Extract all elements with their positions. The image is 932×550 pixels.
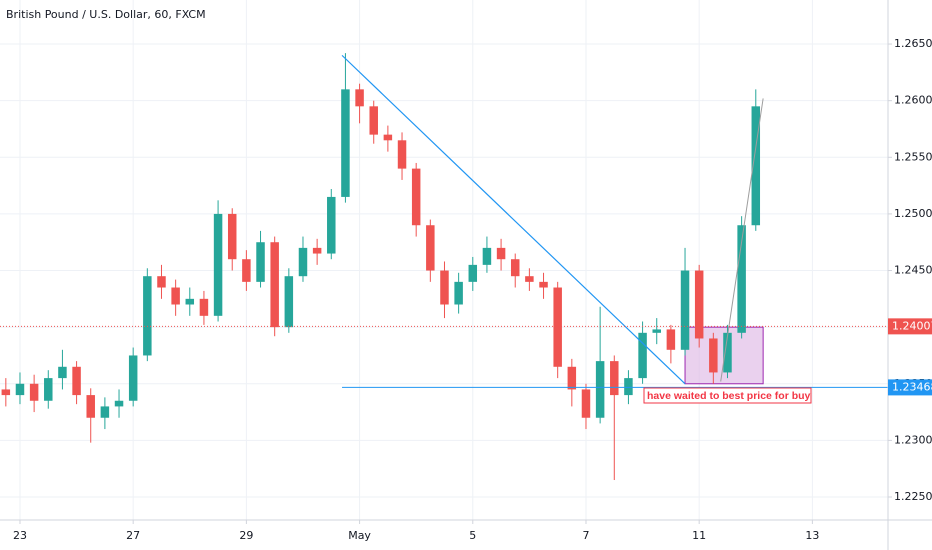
y-tick-label: 1.26000 [894, 94, 932, 107]
x-tick-label: 11 [692, 529, 706, 542]
price-label: 1.23468 [892, 380, 932, 393]
candle-body [284, 276, 294, 328]
candle-body [581, 389, 591, 418]
candle-body [29, 383, 39, 401]
candle-body [72, 366, 81, 396]
candle-body [199, 298, 209, 316]
candle-body [539, 281, 548, 288]
candle-body [227, 213, 237, 260]
candle-body [510, 259, 520, 277]
candle-body [157, 276, 166, 288]
x-tick-label: 7 [582, 529, 589, 542]
candle-body [312, 247, 322, 254]
y-tick-label: 1.23000 [894, 433, 932, 446]
candle-body [411, 168, 421, 226]
candle-body [100, 406, 110, 418]
price-label-bg [888, 379, 932, 396]
chart-title: British Pound / U.S. Dollar, 60, FXCM [6, 8, 206, 21]
candle-body [595, 361, 605, 418]
x-tick-label: 27 [126, 529, 140, 542]
candle-body [496, 247, 506, 260]
candle-body [426, 225, 435, 271]
candle-body [15, 383, 25, 396]
candle-body [341, 89, 350, 197]
candle-body [454, 281, 463, 305]
candle-body [242, 259, 251, 282]
candle-body [397, 140, 407, 169]
y-tick-label: 1.22500 [894, 490, 932, 503]
candle-body [58, 366, 67, 379]
candle-body [680, 270, 690, 350]
candle-body [256, 242, 265, 282]
price-label-bg [888, 318, 932, 335]
y-tick-label: 1.25500 [894, 150, 932, 163]
candle-body [128, 355, 138, 401]
projection-line [720, 98, 764, 382]
candle-body [440, 270, 449, 305]
trend-line [341, 54, 686, 385]
candle-body [114, 400, 124, 407]
candle-body [610, 361, 619, 396]
candle-body [468, 264, 478, 282]
note-text: have waited to best price for buy [647, 390, 811, 402]
candle-body [369, 106, 378, 135]
y-tick-label: 1.25000 [894, 207, 932, 220]
candle-body [185, 298, 195, 305]
candle-body [86, 395, 95, 418]
candle-body [751, 106, 761, 226]
candle-body [298, 247, 308, 277]
candle-body [638, 332, 647, 379]
candle-body [482, 247, 492, 265]
candle-body [624, 378, 633, 396]
candle-body [355, 89, 364, 107]
candle-body [525, 276, 534, 282]
candle-body [44, 378, 53, 401]
x-tick-label: 29 [239, 529, 253, 542]
candle-body [737, 225, 746, 333]
candle-body [327, 196, 336, 254]
x-tick-label: 13 [805, 529, 819, 542]
candle-body [567, 366, 577, 390]
note-box [643, 387, 812, 404]
candle-body [553, 287, 562, 367]
y-tick-label: 1.26500 [894, 37, 932, 50]
candle-body [666, 329, 676, 350]
candle-body [270, 242, 279, 328]
candle-body [143, 276, 152, 356]
candle-body [1, 389, 11, 396]
x-tick-label: 23 [13, 529, 27, 542]
y-tick-label: 1.24500 [894, 264, 932, 277]
candle-body [723, 332, 732, 373]
candle-body [694, 270, 704, 339]
candle-body [213, 213, 223, 316]
candle-body [171, 287, 180, 305]
candle-body [383, 134, 393, 141]
price-label: 1.24007 [892, 319, 932, 332]
x-tick-label: 5 [469, 529, 476, 542]
candle-body [709, 338, 718, 373]
plot [0, 53, 888, 481]
x-tick-label: May [348, 529, 371, 542]
candle-body [652, 329, 661, 333]
